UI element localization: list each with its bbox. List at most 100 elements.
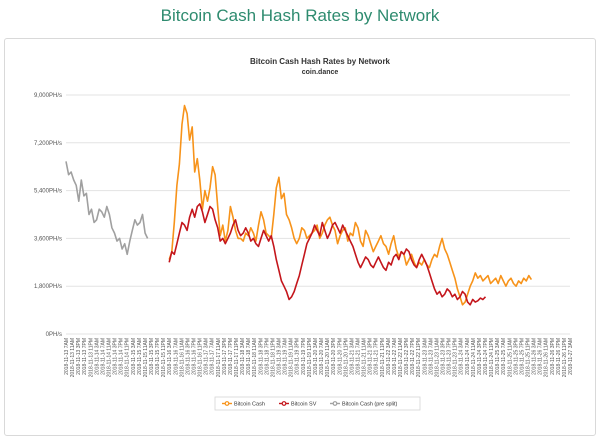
x-tick-label: 2018-11-13 11PM: [88, 338, 94, 377]
x-tick-label: 2018-11-22 3AM: [386, 338, 392, 375]
x-tick-label: 2018-11-19 7AM: [283, 338, 289, 375]
x-tick-label: 2018-11-14 7PM: [119, 338, 125, 375]
x-tick-label: 2018-11-22 11PM: [416, 338, 422, 377]
x-tick-label: 2018-11-21 7AM: [355, 338, 361, 375]
grid-lines: [66, 94, 570, 335]
x-tick-label: 2018-11-14 11AM: [107, 338, 113, 377]
x-tick-label: 2018-11-17 7PM: [228, 338, 234, 375]
legend-marker-icon: [224, 401, 230, 406]
x-axis: 2018-11-13 7AM 2018-11-13 11AM 2018-11-13 …: [64, 338, 574, 377]
x-tick-label: 2018-11-20 11AM: [325, 338, 331, 377]
x-tick-label: 2018-11-26 11AM: [544, 338, 550, 377]
x-tick-label: 2018-11-22 7AM: [392, 338, 398, 375]
legend-label: Bitcoin SV: [291, 402, 317, 408]
y-tick-label: 7,200PH/s: [34, 141, 62, 147]
x-tick-label: 2018-11-15 3AM: [131, 338, 137, 375]
x-tick-label: 2018-11-18 11AM: [252, 338, 258, 377]
x-tick-label: 2018-11-16 11AM: [179, 338, 185, 377]
x-tick-label: 2018-11-13 3PM: [76, 338, 82, 375]
x-tick-label: 2018-11-17 3AM: [204, 338, 210, 375]
x-tick-label: 2018-11-16 3AM: [167, 338, 173, 375]
x-tick-label: 2018-11-21 11AM: [362, 338, 368, 377]
chart-title: Bitcoin Cash Hash Rates by Network: [250, 57, 391, 66]
x-tick-label: 2018-11-21 3PM: [368, 338, 374, 375]
x-tick-label: 2018-11-24 11AM: [471, 338, 477, 377]
legend-item-bitcoin-cash[interactable]: Bitcoin Cash: [222, 401, 265, 408]
x-tick-label: 2018-11-16 11PM: [198, 338, 204, 377]
x-tick-label: 2018-11-25 3PM: [513, 338, 519, 375]
x-tick-label: 2018-11-23 7PM: [447, 338, 453, 375]
x-tick-label: 2018-11-21 3AM: [349, 338, 355, 375]
x-tick-label: 2018-11-24 11PM: [489, 338, 495, 377]
x-tick-label: 2018-11-24 3AM: [459, 338, 465, 375]
x-tick-label: 2018-11-25 11AM: [507, 338, 513, 377]
x-tick-label: 2018-11-18 7AM: [246, 338, 252, 375]
plot-area: [65, 104, 533, 306]
legend-marker-icon: [281, 401, 287, 406]
y-tick-label: 1,800PH/s: [34, 284, 62, 290]
series-line-bitcoin-sv: [168, 203, 487, 306]
x-tick-label: 2018-11-25 3AM: [495, 338, 501, 375]
x-tick-label: 2018-11-13 7PM: [82, 338, 88, 375]
x-tick-label: 2018-11-13 7AM: [64, 338, 70, 375]
x-tick-label: 2018-11-27 3AM: [568, 338, 574, 375]
x-tick-label: 2018-11-15 11PM: [161, 338, 167, 377]
x-tick-label: 2018-11-24 3PM: [477, 338, 483, 375]
legend-label: Bitcoin Cash (pre split): [342, 402, 397, 408]
x-tick-label: 2018-11-25 7PM: [519, 338, 525, 375]
x-tick-label: 2018-11-26 7PM: [556, 338, 562, 375]
x-tick-label: 2018-11-17 3PM: [222, 338, 228, 375]
y-axis: 0PH/s 1,800PH/s 3,600PH/s 5,400PH/s 7,200PH/…: [34, 93, 62, 338]
x-tick-label: 2018-11-19 11AM: [289, 338, 295, 377]
x-tick-label: 2018-11-20 7AM: [319, 338, 325, 375]
x-tick-label: 2018-11-15 7PM: [155, 338, 161, 375]
x-tick-label: 2018-11-16 3PM: [185, 338, 191, 375]
x-tick-label: 2018-11-14 11PM: [125, 338, 131, 377]
x-tick-label: 2018-11-26 3AM: [532, 338, 538, 375]
legend[interactable]: Bitcoin Cash Bitcoin SV Bitcoin Cash (pre …: [214, 396, 421, 411]
x-tick-label: 2018-11-16 7AM: [173, 338, 179, 375]
x-tick-label: 2018-11-17 11PM: [234, 338, 240, 377]
y-tick-label: 5,400PH/s: [34, 189, 62, 195]
x-tick-label: 2018-11-19 7PM: [301, 338, 307, 375]
x-tick-label: 2018-11-19 3AM: [277, 338, 283, 375]
x-tick-label: 2018-11-24 7PM: [483, 338, 489, 375]
y-tick-label: 9,000PH/s: [34, 93, 62, 99]
chart-subtitle: coin.dance: [302, 69, 339, 76]
legend-item-bitcoin-sv[interactable]: Bitcoin SV: [279, 401, 317, 408]
x-tick-label: 2018-11-15 11AM: [143, 338, 149, 377]
x-tick-label: 2018-11-22 7PM: [410, 338, 416, 375]
x-tick-label: 2018-11-24 7AM: [465, 338, 471, 375]
x-tick-label: 2018-11-25 7AM: [501, 338, 507, 375]
series-line-bitcoin-cash-pre-split: [65, 161, 149, 256]
page-title: Bitcoin Cash Hash Rates by Network: [160, 6, 440, 25]
x-tick-label: 2018-11-18 7PM: [264, 338, 270, 375]
x-tick-label: 2018-11-20 3AM: [313, 338, 319, 375]
legend-label: Bitcoin Cash: [234, 402, 265, 408]
legend-item-bitcoin-cash-pre-split[interactable]: Bitcoin Cash (pre split): [330, 401, 397, 408]
x-tick-label: 2018-11-18 3PM: [258, 338, 264, 375]
x-tick-label: 2018-11-14 3AM: [94, 338, 100, 375]
x-tick-label: 2018-11-25 11PM: [525, 338, 531, 377]
x-tick-label: 2018-11-19 3PM: [295, 338, 301, 375]
x-tick-label: 2018-11-23 3AM: [422, 338, 428, 375]
series-line-bitcoin-cash: [168, 104, 533, 306]
x-tick-label: 2018-11-17 7AM: [210, 338, 216, 375]
x-tick-label: 2018-11-26 7AM: [538, 338, 544, 375]
x-tick-label: 2018-11-18 3AM: [240, 338, 246, 375]
x-tick-label: 2018-11-21 11PM: [380, 338, 386, 377]
x-tick-label: 2018-11-21 7PM: [374, 338, 380, 375]
x-tick-label: 2018-11-14 7AM: [100, 338, 106, 375]
x-tick-label: 2018-11-18 11PM: [270, 338, 276, 377]
x-tick-label: 2018-11-23 11PM: [453, 338, 459, 377]
x-tick-label: 2018-11-22 11AM: [398, 338, 404, 377]
x-tick-label: 2018-11-17 11AM: [216, 338, 222, 377]
x-tick-label: 2018-11-23 11AM: [434, 338, 440, 377]
x-tick-label: 2018-11-23 7AM: [428, 338, 434, 375]
x-tick-label: 2018-11-20 3PM: [331, 338, 337, 375]
x-tick-label: 2018-11-22 3PM: [404, 338, 410, 375]
x-tick-label: 2018-11-16 7PM: [192, 338, 198, 375]
x-tick-label: 2018-11-15 3PM: [149, 338, 155, 375]
x-tick-label: 2018-11-19 11PM: [307, 338, 313, 377]
